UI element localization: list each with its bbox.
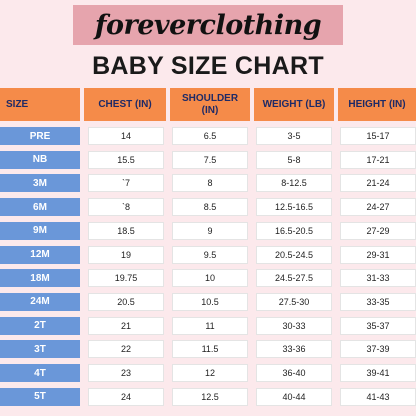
size-cell: 3T <box>0 340 80 359</box>
shoulder-cell: 10 <box>172 269 248 288</box>
table-row: 2T 21 11 30-33 35-37 <box>0 316 416 335</box>
shoulder-cell: 9.5 <box>172 245 248 264</box>
height-cell: 15-17 <box>340 127 416 145</box>
chest-cell: 20.5 <box>88 292 164 311</box>
table-row: 3M `7 8 8-12.5 21-24 <box>0 174 416 193</box>
weight-cell: 20.5-24.5 <box>256 245 332 264</box>
chest-cell: 24 <box>88 387 164 406</box>
header-height: HEIGHT (IN) <box>338 88 416 121</box>
size-cell: 2T <box>0 316 80 335</box>
size-cell: 4T <box>0 364 80 382</box>
weight-cell: 30-33 <box>256 316 332 335</box>
weight-cell: 36-40 <box>256 364 332 382</box>
weight-cell: 16.5-20.5 <box>256 221 332 240</box>
table-row: PRE 14 6.5 3-5 15-17 <box>0 127 416 145</box>
header-weight: WEIGHT (LB) <box>254 88 334 121</box>
chest-cell: 21 <box>88 316 164 335</box>
size-cell: 6M <box>0 198 80 217</box>
size-cell: 24M <box>0 292 80 311</box>
size-cell: 12M <box>0 245 80 264</box>
weight-cell: 5-8 <box>256 150 332 169</box>
weight-cell: 40-44 <box>256 387 332 406</box>
chest-cell: 23 <box>88 364 164 382</box>
table-header-row: SIZE CHEST (IN) SHOULDER (IN) WEIGHT (LB… <box>0 88 416 121</box>
weight-cell: 33-36 <box>256 340 332 359</box>
table-row: 24M 20.5 10.5 27.5-30 33-35 <box>0 292 416 311</box>
shoulder-cell: 8 <box>172 174 248 193</box>
height-cell: 31-33 <box>340 269 416 288</box>
shoulder-cell: 6.5 <box>172 127 248 145</box>
shoulder-cell: 8.5 <box>172 198 248 217</box>
height-cell: 17-21 <box>340 150 416 169</box>
height-cell: 37-39 <box>340 340 416 359</box>
height-cell: 27-29 <box>340 221 416 240</box>
weight-cell: 3-5 <box>256 127 332 145</box>
size-cell: 18M <box>0 269 80 288</box>
height-cell: 24-27 <box>340 198 416 217</box>
table-row: 4T 23 12 36-40 39-41 <box>0 364 416 382</box>
chest-cell: 22 <box>88 340 164 359</box>
header-chest: CHEST (IN) <box>84 88 166 121</box>
weight-cell: 24.5-27.5 <box>256 269 332 288</box>
height-cell: 29-31 <box>340 245 416 264</box>
shoulder-cell: 11.5 <box>172 340 248 359</box>
shoulder-cell: 11 <box>172 316 248 335</box>
table-row: NB 15.5 7.5 5-8 17-21 <box>0 150 416 169</box>
chest-cell: `8 <box>88 198 164 217</box>
chest-cell: `7 <box>88 174 164 193</box>
chest-cell: 14 <box>88 127 164 145</box>
chest-cell: 18.5 <box>88 221 164 240</box>
shoulder-cell: 12.5 <box>172 387 248 406</box>
chest-cell: 19.75 <box>88 269 164 288</box>
size-cell: 3M <box>0 174 80 193</box>
shoulder-cell: 7.5 <box>172 150 248 169</box>
size-cell: 5T <box>0 387 80 406</box>
height-cell: 33-35 <box>340 292 416 311</box>
weight-cell: 27.5-30 <box>256 292 332 311</box>
header-shoulder: SHOULDER (IN) <box>170 88 250 121</box>
chest-cell: 19 <box>88 245 164 264</box>
brand-name: foreverclothing <box>94 9 322 41</box>
size-cell: NB <box>0 150 80 169</box>
table-row: 12M 19 9.5 20.5-24.5 29-31 <box>0 245 416 264</box>
height-cell: 21-24 <box>340 174 416 193</box>
table-row: 5T 24 12.5 40-44 41-43 <box>0 387 416 406</box>
brand-banner: foreverclothing <box>73 5 343 45</box>
table-row: 9M 18.5 9 16.5-20.5 27-29 <box>0 221 416 240</box>
size-cell: PRE <box>0 127 80 145</box>
height-cell: 41-43 <box>340 387 416 406</box>
table-row: 18M 19.75 10 24.5-27.5 31-33 <box>0 269 416 288</box>
height-cell: 35-37 <box>340 316 416 335</box>
header-size: SIZE <box>0 88 80 121</box>
height-cell: 39-41 <box>340 364 416 382</box>
table-row: 3T 22 11.5 33-36 37-39 <box>0 340 416 359</box>
shoulder-cell: 9 <box>172 221 248 240</box>
table-row: 6M `8 8.5 12.5-16.5 24-27 <box>0 198 416 217</box>
size-cell: 9M <box>0 221 80 240</box>
weight-cell: 8-12.5 <box>256 174 332 193</box>
chart-title: BABY SIZE CHART <box>92 52 324 80</box>
size-chart-table: SIZE CHEST (IN) SHOULDER (IN) WEIGHT (LB… <box>0 88 416 406</box>
chest-cell: 15.5 <box>88 150 164 169</box>
shoulder-cell: 12 <box>172 364 248 382</box>
shoulder-cell: 10.5 <box>172 292 248 311</box>
weight-cell: 12.5-16.5 <box>256 198 332 217</box>
